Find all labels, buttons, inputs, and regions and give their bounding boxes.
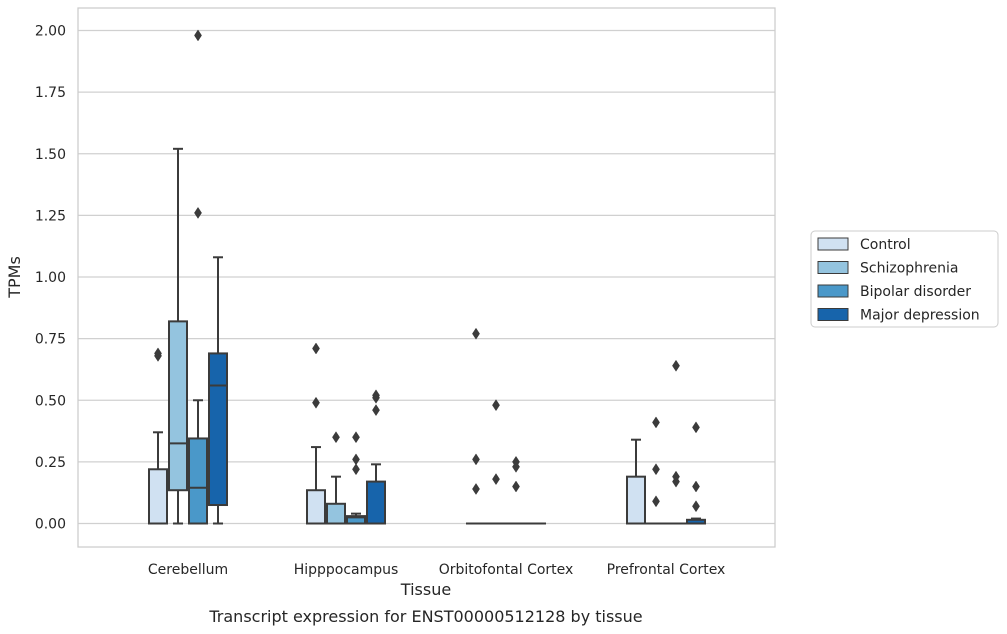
outlier-point [372,404,380,417]
box-schizophrenia [326,431,346,525]
legend-label: Schizophrenia [860,261,958,277]
legend-swatch [817,261,849,274]
box-major-depression [208,256,228,525]
y-axis-label: TPMs [5,256,24,299]
legend-label: Bipolar disorder [860,284,971,300]
box-control [466,327,486,525]
box-body [168,320,188,492]
legend-label: Major depression [860,308,980,324]
outlier-point [472,327,480,340]
legend-label: Control [860,237,911,253]
x-tick-label: Prefrontal Cortex [607,562,726,578]
outlier-point [312,396,320,409]
x-tick-label: Hipppocampus [294,562,399,578]
outlier-point [194,206,202,219]
box-bipolar-disorder [506,455,526,525]
y-tick-label: 0.25 [35,455,66,471]
box-schizophrenia [486,399,506,525]
outlier-point [332,431,340,444]
outlier-point [652,495,660,508]
x-axis-label: Tissue [400,580,451,599]
box-schizophrenia [168,147,188,525]
outlier-point [692,500,700,513]
y-tick-label: 0.00 [35,517,66,533]
box-schizophrenia [646,416,666,525]
box-body [626,475,646,525]
outlier-point [352,431,360,444]
y-tick-label: 1.00 [35,270,66,286]
legend: Control Schizophrenia Bipolar disorder Majo… [810,230,999,328]
outlier-point [154,347,162,360]
outlier-point [352,453,360,466]
outlier-point [692,480,700,493]
box-body [306,489,326,525]
y-tick-label: 0.50 [35,393,66,409]
outlier-point [692,421,700,434]
legend-frame [810,230,999,328]
outlier-point [652,463,660,476]
box-major-depression [366,389,386,525]
box-major-depression [686,421,706,525]
outlier-point [472,453,480,466]
y-tick-label: 1.25 [35,208,66,224]
box-body [148,468,168,525]
outlier-point [672,359,680,372]
outlier-point [512,480,520,493]
box-body [346,515,366,525]
outlier-point [492,473,500,486]
outlier-point [652,416,660,429]
y-tick-labels: 0.00 0.25 0.50 0.75 1.00 1.25 1.50 1.75 2.00 [35,24,66,533]
box-control [148,347,168,525]
plot-frame [77,7,776,548]
box-body [366,480,386,525]
outlier-point [372,389,380,402]
y-tick-label: 1.50 [35,147,66,163]
box-body [208,352,228,507]
x-tick-label: Orbitofontal Cortex [439,562,574,578]
legend-swatch [817,237,849,251]
box-bipolar-disorder [666,359,686,525]
box-bipolar-disorder [346,431,366,525]
outlier-point [512,455,520,468]
y-tick-label: 2.00 [35,24,66,40]
outlier-point [352,463,360,476]
box-control [306,342,326,525]
box-body [326,502,346,525]
outlier-point [472,483,480,495]
outlier-point [672,470,680,483]
box-bipolar-disorder [188,29,208,525]
outlier-point [492,399,500,412]
box-groups [148,29,706,525]
chart-caption: Transcript expression for ENST0000051212… [208,607,642,626]
x-tick-label: Cerebellum [148,562,228,578]
outlier-point [312,342,320,355]
box-body [188,437,208,525]
legend-swatch [817,308,849,321]
box-control [626,438,646,525]
y-tick-label: 0.75 [35,332,66,348]
x-tick-labels: Cerebellum Hipppocampus Orbitofontal Corte… [148,562,725,578]
outlier-point [194,29,202,42]
y-tick-label: 1.75 [35,85,66,101]
legend-swatch [817,284,849,298]
